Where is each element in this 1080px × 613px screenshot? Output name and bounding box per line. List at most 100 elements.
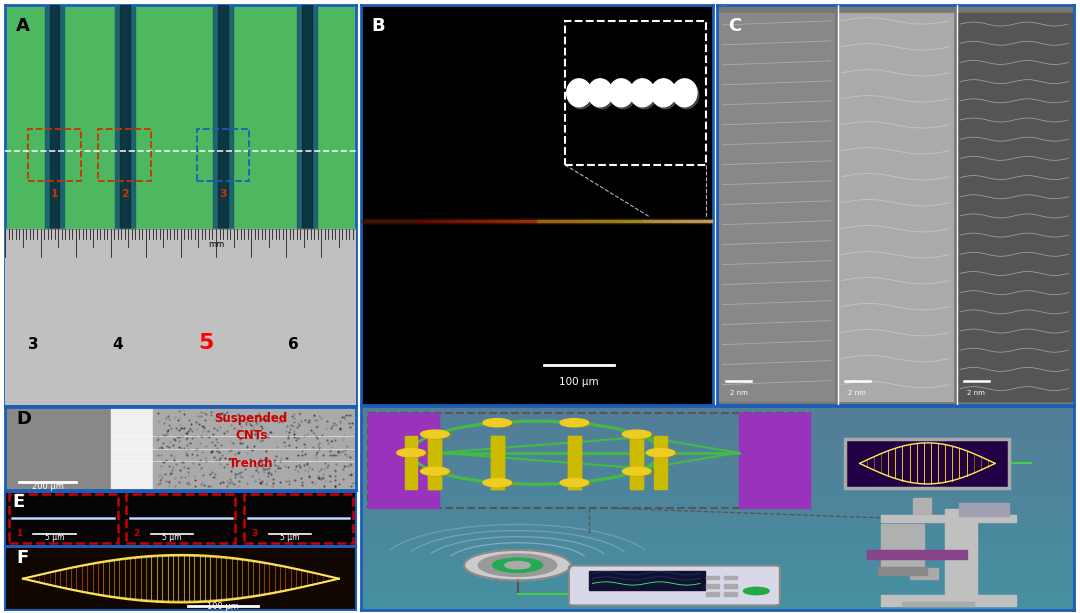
Text: B: B: [372, 17, 384, 35]
Bar: [361, 545, 1074, 549]
Circle shape: [401, 450, 429, 458]
Text: 1: 1: [51, 189, 58, 199]
Bar: [706, 592, 719, 596]
Bar: [361, 411, 1074, 414]
Bar: [361, 447, 1074, 451]
Bar: [565, 21, 705, 165]
Bar: [361, 533, 1074, 536]
Bar: [881, 516, 1016, 522]
Text: mm: mm: [207, 240, 225, 249]
Bar: [361, 419, 1074, 423]
Bar: [361, 476, 1074, 480]
Bar: [846, 439, 1010, 488]
Bar: [111, 407, 153, 490]
Bar: [361, 406, 1074, 411]
Bar: [361, 423, 1074, 427]
Text: 4: 4: [112, 337, 123, 352]
Text: CNTs: CNTs: [235, 428, 267, 442]
Bar: [244, 494, 353, 543]
Bar: [361, 602, 1074, 606]
Circle shape: [564, 479, 592, 488]
Bar: [957, 13, 1071, 400]
Bar: [719, 13, 834, 400]
Text: C: C: [728, 17, 741, 35]
Bar: [361, 512, 1074, 516]
Bar: [724, 584, 737, 587]
Bar: [361, 488, 1074, 492]
Circle shape: [478, 554, 557, 576]
Text: 100 μm: 100 μm: [559, 376, 598, 387]
Bar: [914, 498, 931, 514]
Bar: [44, 5, 65, 405]
Bar: [706, 584, 719, 587]
Bar: [361, 468, 1074, 471]
Bar: [153, 407, 356, 490]
Bar: [361, 528, 1074, 533]
Text: 3: 3: [28, 337, 39, 352]
Text: 3: 3: [219, 189, 227, 199]
Text: 2: 2: [121, 189, 129, 199]
Bar: [909, 568, 939, 579]
Bar: [361, 585, 1074, 590]
Text: 2 nm: 2 nm: [730, 390, 747, 395]
Circle shape: [622, 467, 651, 475]
Circle shape: [673, 79, 697, 107]
Bar: [631, 436, 643, 489]
Bar: [739, 413, 810, 508]
Bar: [361, 573, 1074, 577]
Circle shape: [651, 79, 676, 107]
Bar: [361, 471, 1074, 476]
Circle shape: [396, 449, 426, 457]
Bar: [490, 436, 503, 489]
Bar: [120, 5, 130, 405]
Bar: [361, 459, 1074, 463]
Circle shape: [420, 467, 449, 475]
Text: E: E: [13, 493, 25, 511]
Circle shape: [650, 450, 678, 458]
Circle shape: [567, 79, 592, 107]
Circle shape: [483, 419, 512, 427]
Bar: [361, 451, 1074, 455]
Bar: [361, 439, 1074, 443]
Bar: [881, 595, 1016, 606]
Circle shape: [420, 430, 449, 438]
Bar: [568, 436, 581, 489]
Bar: [490, 436, 503, 489]
Bar: [368, 413, 440, 508]
Bar: [361, 520, 1074, 525]
Bar: [297, 5, 318, 405]
Bar: [724, 592, 737, 596]
Circle shape: [743, 587, 769, 595]
Circle shape: [568, 81, 593, 109]
Text: G: G: [375, 413, 390, 430]
Circle shape: [492, 558, 542, 573]
Bar: [867, 550, 967, 559]
Circle shape: [626, 468, 654, 476]
Text: 100 μm: 100 μm: [207, 603, 239, 611]
Text: Trench: Trench: [229, 457, 273, 470]
Bar: [361, 427, 1074, 431]
Bar: [589, 571, 704, 590]
Bar: [361, 480, 1074, 484]
Bar: [361, 508, 1074, 512]
Circle shape: [564, 420, 592, 428]
Bar: [218, 5, 228, 405]
Bar: [568, 436, 581, 489]
Bar: [361, 516, 1074, 520]
Circle shape: [561, 419, 589, 427]
Bar: [361, 536, 1074, 541]
Text: 5 μm: 5 μm: [162, 533, 181, 542]
Circle shape: [630, 79, 654, 107]
Circle shape: [610, 81, 635, 109]
Text: 2 nm: 2 nm: [849, 390, 866, 395]
Bar: [361, 443, 1074, 447]
Bar: [98, 129, 151, 181]
Bar: [361, 598, 1074, 602]
Circle shape: [504, 562, 530, 569]
Text: 2: 2: [134, 529, 139, 538]
Text: F: F: [16, 549, 28, 567]
Bar: [368, 413, 810, 508]
Circle shape: [626, 431, 654, 440]
Bar: [361, 561, 1074, 565]
Bar: [361, 590, 1074, 593]
